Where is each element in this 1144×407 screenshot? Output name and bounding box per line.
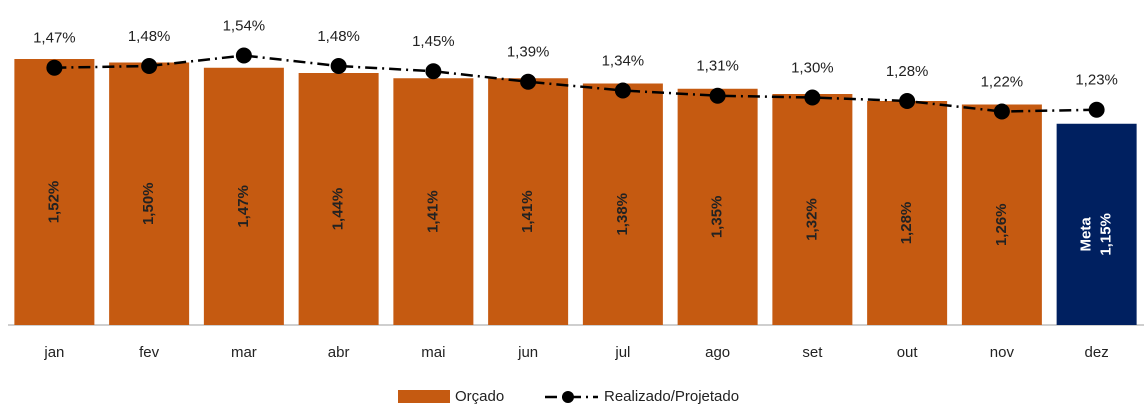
- line-marker: [993, 103, 1010, 120]
- bar: [582, 83, 663, 325]
- bar: [109, 62, 190, 325]
- line-marker: [330, 58, 347, 74]
- line-value-label: 1,54%: [223, 17, 266, 34]
- bar: [298, 73, 379, 325]
- legend-marker: [562, 391, 574, 403]
- bar-value-label: 1,50%: [140, 182, 157, 225]
- x-tick-label: jul: [614, 344, 630, 361]
- line-marker: [425, 63, 442, 80]
- line-value-label: 1,30%: [791, 59, 834, 76]
- line-value-label: 1,45%: [412, 33, 455, 50]
- x-tick-label: nov: [990, 344, 1015, 361]
- bar-value-label: 1,52%: [45, 181, 62, 224]
- line-marker: [1088, 101, 1105, 118]
- bar-value-label: 1,26%: [993, 203, 1010, 246]
- bar-value-label: 1,41%: [424, 190, 441, 233]
- bar-value-label: 1,28%: [898, 202, 915, 245]
- legend-swatch: [398, 390, 450, 403]
- line-marker: [235, 47, 252, 64]
- x-tick-label: jan: [43, 344, 64, 361]
- bar: [961, 104, 1042, 325]
- line-value-label: 1,47%: [33, 30, 76, 47]
- line-marker: [141, 58, 158, 74]
- line-marker: [804, 89, 821, 106]
- x-tick-label: dez: [1085, 344, 1109, 361]
- meta-label: Meta: [1078, 217, 1095, 252]
- line-value-label: 1,23%: [1075, 72, 1118, 89]
- legend-label: Orçado: [455, 388, 504, 405]
- bar-value-label: 1,35%: [709, 196, 726, 239]
- legend-label: Realizado/Projetado: [604, 388, 739, 405]
- x-tick-label: fev: [139, 344, 160, 361]
- bar: [867, 101, 948, 325]
- x-tick-label: ago: [705, 344, 730, 361]
- line-marker: [899, 93, 916, 109]
- line-value-label: 1,31%: [696, 58, 739, 75]
- x-tick-label: abr: [328, 344, 350, 361]
- x-tick-label: out: [897, 344, 919, 361]
- line-value-label: 1,39%: [507, 44, 550, 61]
- bar: [393, 78, 474, 325]
- line-value-label: 1,48%: [128, 28, 171, 45]
- bar: [488, 78, 569, 325]
- x-tick-label: set: [802, 344, 823, 361]
- bar-value-label: 1,38%: [614, 193, 631, 236]
- line-marker: [520, 73, 537, 90]
- line-marker: [46, 59, 63, 76]
- bar: [772, 94, 853, 325]
- bar: [203, 67, 284, 325]
- bar-value-label: 1,44%: [330, 188, 347, 231]
- x-tick-label: mai: [421, 344, 445, 361]
- line-value-label: 1,22%: [981, 73, 1024, 90]
- line: [54, 54, 1097, 113]
- bar: [14, 59, 95, 325]
- bar-value-label: 1,47%: [235, 185, 252, 228]
- line-marker: [614, 82, 631, 99]
- bar: [677, 88, 758, 325]
- x-tick-label: mar: [231, 344, 257, 361]
- line-marker: [709, 87, 726, 104]
- line-value-label: 1,48%: [317, 28, 360, 45]
- line-value-label: 1,34%: [602, 52, 645, 69]
- x-tick-label: jun: [517, 344, 538, 361]
- bar-value-label: 1,32%: [803, 198, 820, 241]
- line-value-label: 1,28%: [886, 63, 929, 80]
- bar-value-label: 1,41%: [519, 190, 536, 233]
- bar-value-label: 1,15%: [1098, 213, 1115, 256]
- bar: [1056, 123, 1137, 325]
